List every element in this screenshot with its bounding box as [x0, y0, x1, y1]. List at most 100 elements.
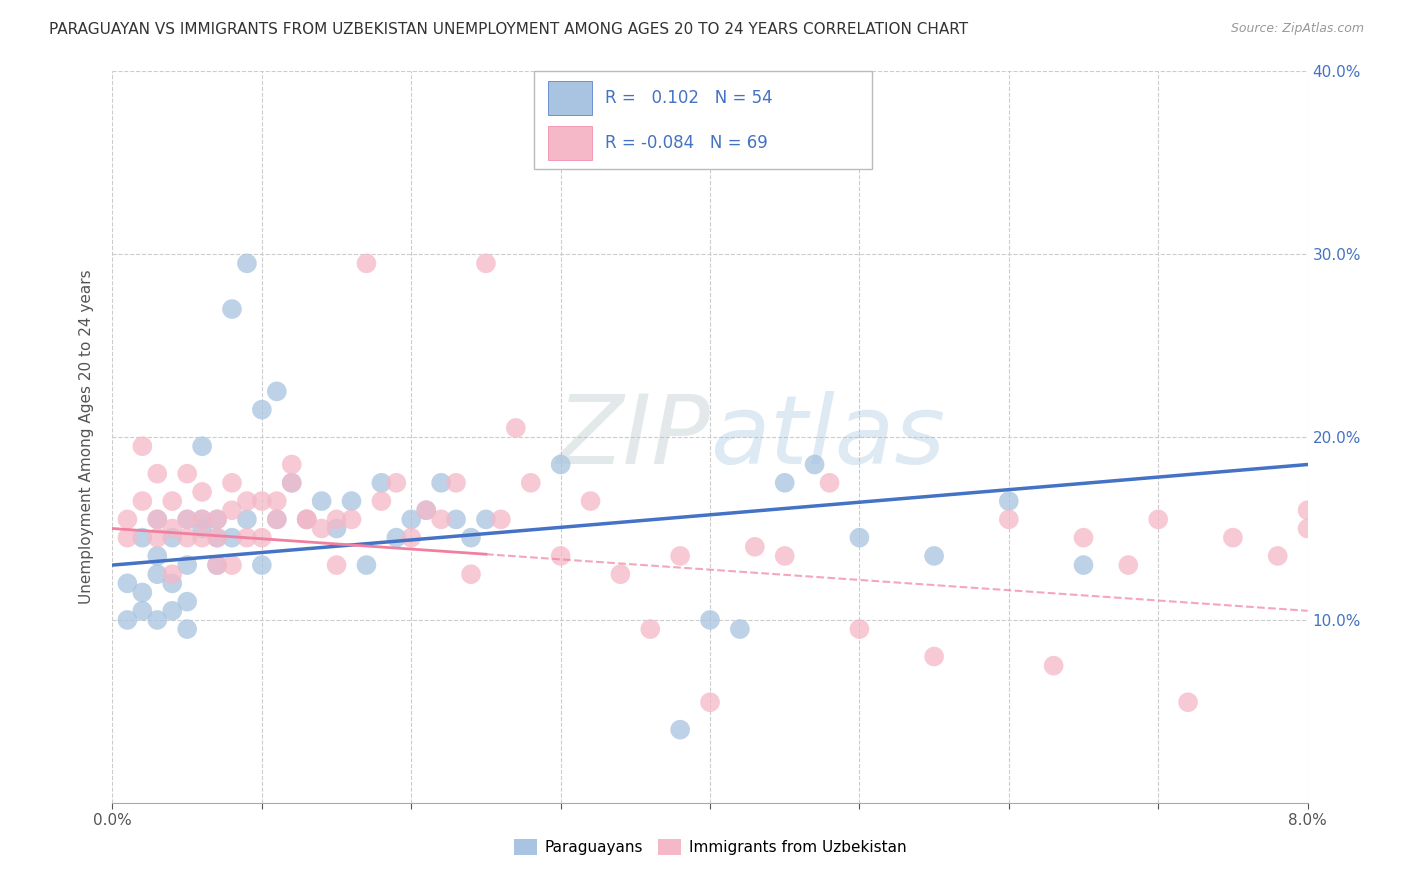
Point	[669, 549, 692, 563]
Point	[370, 494, 392, 508]
Point	[191, 439, 214, 453]
Point	[1042, 658, 1064, 673]
Point	[998, 494, 1021, 508]
Point	[340, 512, 363, 526]
Point	[579, 494, 602, 508]
Point	[699, 695, 721, 709]
Point	[489, 512, 512, 526]
Point	[385, 531, 408, 545]
Point	[266, 494, 288, 508]
Point	[250, 494, 273, 508]
Point	[221, 558, 243, 573]
Point	[176, 531, 198, 545]
Point	[460, 567, 482, 582]
Point	[295, 512, 318, 526]
Point	[311, 521, 333, 535]
Point	[131, 585, 153, 599]
FancyBboxPatch shape	[548, 81, 592, 114]
Point	[131, 494, 153, 508]
FancyBboxPatch shape	[548, 127, 592, 160]
Point	[520, 475, 543, 490]
Text: R = -0.084   N = 69: R = -0.084 N = 69	[605, 134, 768, 152]
Point	[236, 512, 259, 526]
Point	[401, 512, 423, 526]
Point	[295, 512, 318, 526]
Point	[162, 576, 183, 591]
Point	[176, 594, 198, 608]
Y-axis label: Unemployment Among Ages 20 to 24 years: Unemployment Among Ages 20 to 24 years	[79, 269, 94, 605]
Point	[117, 512, 139, 526]
Point	[281, 475, 304, 490]
Point	[146, 549, 169, 563]
Text: PARAGUAYAN VS IMMIGRANTS FROM UZBEKISTAN UNEMPLOYMENT AMONG AGES 20 TO 24 YEARS : PARAGUAYAN VS IMMIGRANTS FROM UZBEKISTAN…	[49, 22, 969, 37]
Point	[818, 475, 841, 490]
Point	[998, 512, 1021, 526]
Point	[176, 512, 198, 526]
Point	[176, 512, 198, 526]
Point	[325, 521, 347, 535]
Point	[1267, 549, 1289, 563]
Point	[1296, 521, 1319, 535]
Point	[117, 531, 139, 545]
Point	[191, 512, 214, 526]
Point	[205, 531, 228, 545]
Point	[191, 485, 214, 500]
Point	[550, 549, 572, 563]
Text: Source: ZipAtlas.com: Source: ZipAtlas.com	[1230, 22, 1364, 36]
Point	[162, 567, 183, 582]
Point	[1177, 695, 1199, 709]
Point	[1222, 531, 1244, 545]
Point	[415, 503, 437, 517]
Legend: Paraguayans, Immigrants from Uzbekistan: Paraguayans, Immigrants from Uzbekistan	[508, 833, 912, 861]
Point	[356, 256, 378, 270]
Point	[221, 475, 243, 490]
Point	[699, 613, 721, 627]
Point	[444, 475, 467, 490]
Point	[205, 512, 228, 526]
Point	[162, 604, 183, 618]
Point	[205, 531, 228, 545]
Point	[131, 439, 153, 453]
Point	[131, 604, 153, 618]
Point	[281, 458, 304, 472]
Point	[401, 531, 423, 545]
Point	[236, 256, 259, 270]
Point	[205, 512, 228, 526]
Point	[460, 531, 482, 545]
Point	[430, 475, 453, 490]
Point	[176, 558, 198, 573]
Point	[325, 558, 347, 573]
Point	[1073, 531, 1095, 545]
Point	[191, 512, 214, 526]
Point	[640, 622, 662, 636]
Point	[117, 613, 139, 627]
Point	[266, 512, 288, 526]
Point	[340, 494, 363, 508]
Point	[250, 402, 273, 417]
Point	[311, 494, 333, 508]
Point	[162, 494, 183, 508]
Point	[266, 512, 288, 526]
Point	[728, 622, 751, 636]
Point	[550, 458, 572, 472]
Point	[848, 531, 870, 545]
Point	[236, 494, 259, 508]
Point	[803, 458, 825, 472]
Point	[266, 384, 288, 399]
Point	[430, 512, 453, 526]
Point	[250, 531, 273, 545]
Point	[250, 558, 273, 573]
Point	[146, 531, 169, 545]
Point	[1118, 558, 1140, 573]
Point	[146, 512, 169, 526]
Point	[221, 301, 243, 317]
Point	[146, 512, 169, 526]
Point	[1147, 512, 1170, 526]
Point	[191, 521, 214, 535]
Point	[415, 503, 437, 517]
Point	[773, 475, 796, 490]
Point	[146, 567, 169, 582]
Point	[922, 649, 945, 664]
Point	[609, 567, 631, 582]
Point	[221, 531, 243, 545]
